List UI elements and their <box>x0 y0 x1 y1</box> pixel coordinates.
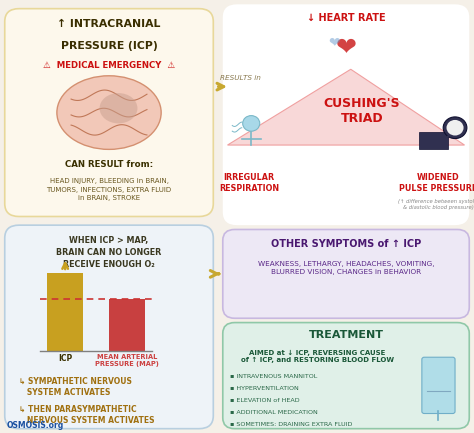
Text: WHEN ICP > MAP,
BRAIN CAN NO LONGER
RECEIVE ENOUGH O₂: WHEN ICP > MAP, BRAIN CAN NO LONGER RECE… <box>56 236 162 268</box>
Circle shape <box>447 120 464 136</box>
Text: CAN RESULT from:: CAN RESULT from: <box>65 160 153 169</box>
Text: ❤: ❤ <box>328 36 340 49</box>
FancyBboxPatch shape <box>5 225 213 429</box>
FancyBboxPatch shape <box>223 4 469 225</box>
FancyBboxPatch shape <box>223 323 469 429</box>
Text: OSMOSIS.org: OSMOSIS.org <box>7 420 64 430</box>
Bar <box>419 132 448 149</box>
Bar <box>47 273 83 351</box>
Text: MEAN ARTERIAL
PRESSURE (MAP): MEAN ARTERIAL PRESSURE (MAP) <box>95 354 159 367</box>
Text: ↳ SYMPATHETIC NERVOUS
   SYSTEM ACTIVATES: ↳ SYMPATHETIC NERVOUS SYSTEM ACTIVATES <box>19 377 132 397</box>
Text: ICP: ICP <box>58 354 73 363</box>
Text: ▪ SOMETIMES: DRAINING EXTRA FLUID: ▪ SOMETIMES: DRAINING EXTRA FLUID <box>230 422 352 427</box>
Bar <box>109 299 145 351</box>
Ellipse shape <box>57 76 161 149</box>
Text: OTHER SYMPTOMS of ↑ ICP: OTHER SYMPTOMS of ↑ ICP <box>271 239 421 249</box>
Text: HEAD INJURY, BLEEDING in BRAIN,
TUMORS, INFECTIONS, EXTRA FLUID
in BRAIN, STROKE: HEAD INJURY, BLEEDING in BRAIN, TUMORS, … <box>46 178 172 201</box>
Text: TREATMENT: TREATMENT <box>309 330 383 340</box>
Text: IRREGULAR
RESPIRATION: IRREGULAR RESPIRATION <box>219 173 279 193</box>
Text: ▪ INTRAVENOUS MANNITOL: ▪ INTRAVENOUS MANNITOL <box>230 374 317 379</box>
Text: WEAKNESS, LETHARGY, HEADACHES, VOMITING,
BLURRED VISION, CHANGES in BEHAVIOR: WEAKNESS, LETHARGY, HEADACHES, VOMITING,… <box>258 261 434 275</box>
Text: ↓ HEART RATE: ↓ HEART RATE <box>307 13 385 23</box>
Text: PRESSURE (ICP): PRESSURE (ICP) <box>61 41 157 51</box>
Text: AIMED at ↓ ICP, REVERSING CAUSE
of ↑ ICP, and RESTORING BLOOD FLOW: AIMED at ↓ ICP, REVERSING CAUSE of ↑ ICP… <box>241 349 394 363</box>
FancyBboxPatch shape <box>422 357 455 414</box>
Text: CUSHING'S
TRIAD: CUSHING'S TRIAD <box>324 97 400 125</box>
FancyBboxPatch shape <box>223 229 469 318</box>
Ellipse shape <box>100 93 137 123</box>
Text: ▪ ELEVATION of HEAD: ▪ ELEVATION of HEAD <box>230 398 300 403</box>
Text: ❤: ❤ <box>336 36 356 60</box>
Text: WIDENED
PULSE PRESSURE: WIDENED PULSE PRESSURE <box>399 173 474 193</box>
Text: ▪ HYPERVENTILATION: ▪ HYPERVENTILATION <box>230 386 299 391</box>
Text: ▪ ADDITIONAL MEDICATION: ▪ ADDITIONAL MEDICATION <box>230 410 318 415</box>
Text: RESULTS in: RESULTS in <box>220 75 261 81</box>
Polygon shape <box>228 69 465 145</box>
FancyBboxPatch shape <box>5 9 213 216</box>
Text: ⚠  MEDICAL EMERGENCY  ⚠: ⚠ MEDICAL EMERGENCY ⚠ <box>43 61 175 70</box>
Text: (↑ difference between systolic
& diastolic blood pressure): (↑ difference between systolic & diastol… <box>398 199 474 210</box>
Circle shape <box>443 117 467 139</box>
Text: ↑ INTRACRANIAL: ↑ INTRACRANIAL <box>57 19 161 29</box>
Text: ↳ THEN PARASYMPATHETIC
   NERVOUS SYSTEM ACTIVATES: ↳ THEN PARASYMPATHETIC NERVOUS SYSTEM AC… <box>19 405 155 425</box>
Circle shape <box>243 116 260 131</box>
